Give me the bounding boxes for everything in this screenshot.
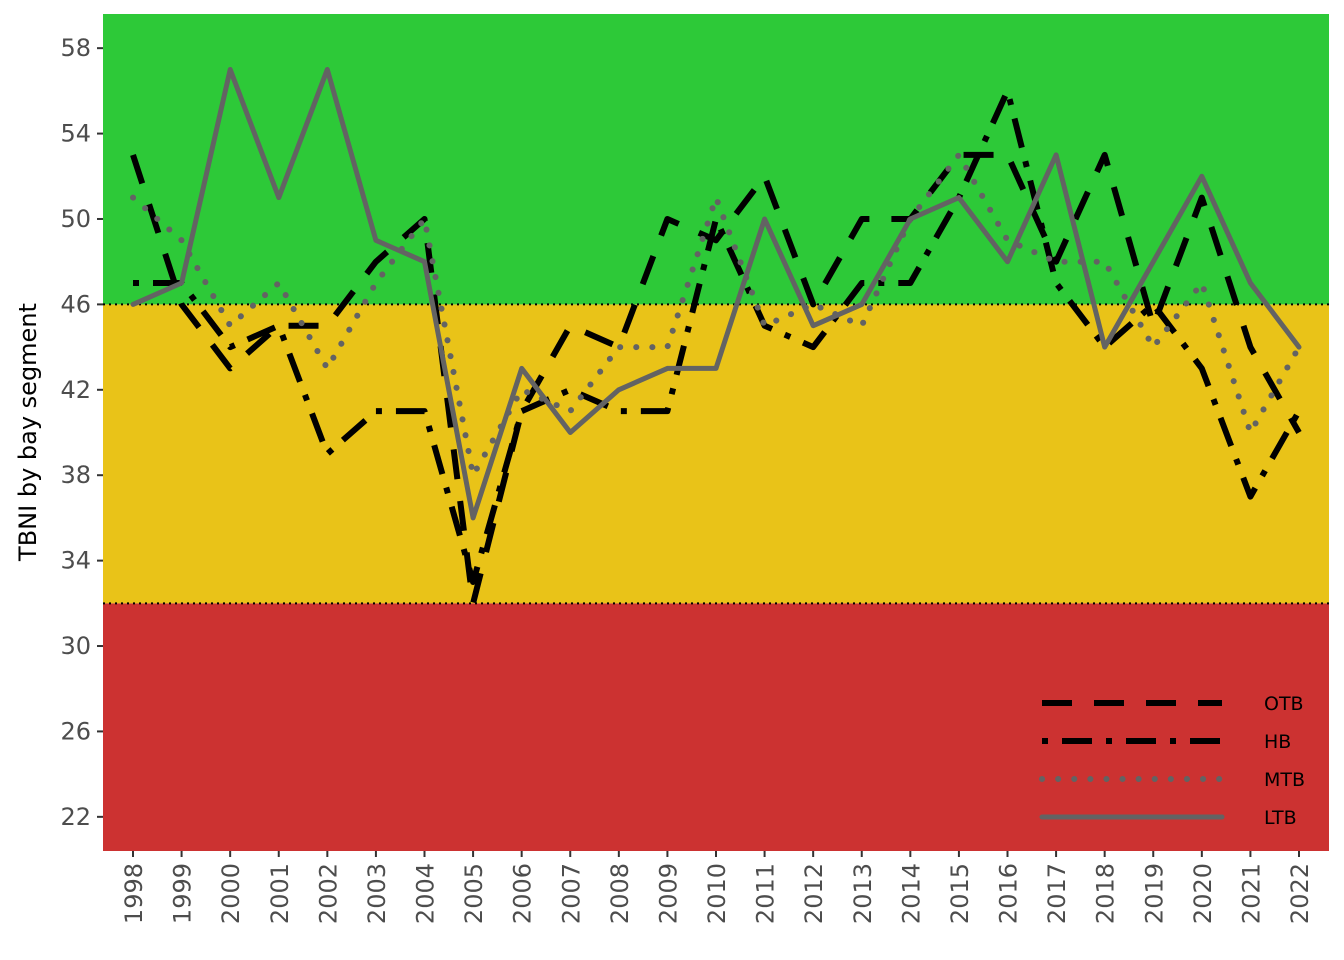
legend-label-mtb: MTB [1264,769,1305,791]
x-tick-label-2001: 2001 [266,863,294,924]
series-lines [130,67,1302,607]
x-tick-label-2003: 2003 [363,863,391,924]
x-tick-label-2012: 2012 [800,863,828,924]
x-tick-label-2006: 2006 [509,863,537,924]
x-tick-label-2014: 2014 [897,863,925,924]
y-tick-label-42: 42 [60,376,91,404]
x-tick-label-2019: 2019 [1140,863,1168,924]
x-tick-label-2008: 2008 [606,863,634,924]
threshold-bands [103,14,1329,851]
legend-label-otb: OTB [1264,693,1304,715]
y-axis-title: TBNI by bay segment [14,303,42,562]
x-tick-label-2021: 2021 [1237,863,1265,924]
x-tick-label-2020: 2020 [1189,863,1217,924]
y-tick-label-46: 46 [60,290,91,318]
x-tick-label-2022: 2022 [1286,863,1314,924]
x-tick-label-1999: 1999 [169,863,197,924]
x-tick-label-1998: 1998 [120,863,148,924]
x-tick-label-2015: 2015 [946,863,974,924]
band-2 [103,14,1329,305]
x-tick-label-2017: 2017 [1043,863,1071,924]
legend-label-hb: HB [1264,731,1291,753]
y-tick-label-50: 50 [60,205,91,233]
band-1 [103,304,1329,604]
series-line-otb [130,151,1302,607]
x-tick-label-2011: 2011 [752,863,780,924]
x-tick-label-2002: 2002 [314,863,342,924]
x-tick-label-2016: 2016 [995,863,1023,924]
y-tick-label-58: 58 [60,34,91,62]
x-axis: 1998 1999 2000 2001 2002 2003 2004 2005 2006 2007… [120,851,1314,924]
y-tick-label-34: 34 [60,547,91,575]
y-axis: 22 26 30 34 38 42 46 50 54 58 [60,34,103,831]
series-line-ltb [130,67,1302,521]
legend: OTB HB MTB LTB [1039,693,1305,829]
band-0 [103,603,1329,851]
x-tick-label-2005: 2005 [460,863,488,924]
x-tick-label-2013: 2013 [849,863,877,924]
x-tick-label-2004: 2004 [412,863,440,924]
x-tick-label-2018: 2018 [1092,863,1120,924]
threshold-lines [103,303,1329,605]
x-tick-label-2009: 2009 [654,863,682,924]
y-tick-label-22: 22 [60,803,91,831]
y-tick-label-30: 30 [60,632,91,660]
legend-label-ltb: LTB [1264,807,1297,829]
y-tick-label-38: 38 [60,461,91,489]
y-tick-label-54: 54 [60,120,91,148]
y-tick-label-26: 26 [60,717,91,745]
x-tick-label-2010: 2010 [703,863,731,924]
x-tick-label-2007: 2007 [557,863,585,924]
x-tick-label-2000: 2000 [217,863,245,924]
